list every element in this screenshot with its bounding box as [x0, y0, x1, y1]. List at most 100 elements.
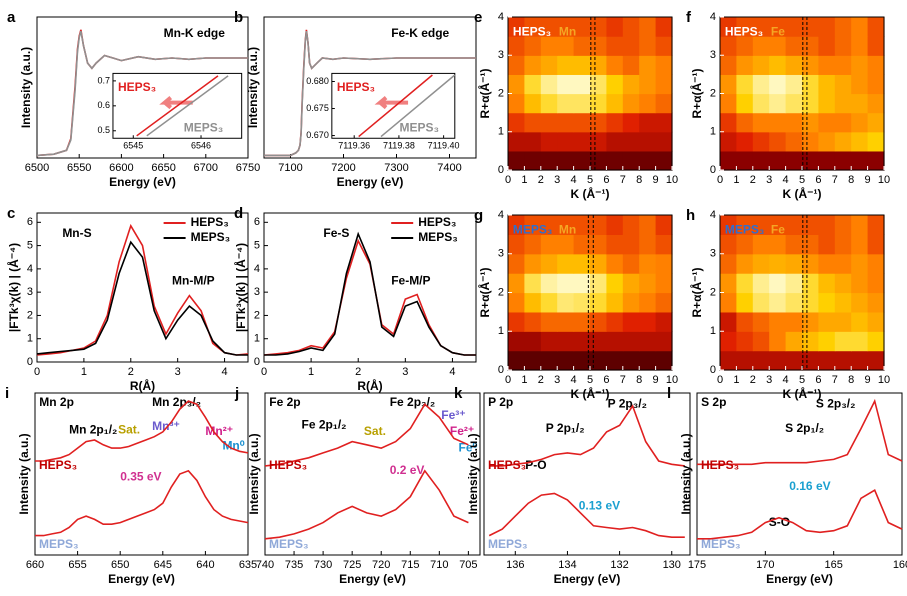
heatmap-cell: [557, 55, 575, 75]
heatmap-cell: [867, 311, 885, 332]
heatmap-cell: [590, 331, 607, 352]
heatmap-cell: [752, 311, 770, 332]
x-tick-label: 4: [783, 374, 789, 386]
x-tick-label: 175: [688, 559, 706, 571]
heatmap-cell: [752, 112, 770, 133]
heatmap-cell: [720, 150, 737, 171]
heatmap-cell: [720, 234, 737, 255]
panel: d 0 1 2 3 4 0 1 2 3 4 5 6 R(Å) |FTk³χ(k) | (Å⁻⁴) Fe-S Fe…: [233, 205, 477, 393]
heatmap-cell: [557, 17, 575, 37]
heatmap-cell: [639, 36, 657, 56]
y-tick-label: 3: [498, 49, 504, 61]
inset-y-tick-label: 0.670: [306, 130, 329, 140]
heatmap-cell: [557, 215, 575, 235]
data-line: [36, 223, 249, 356]
heatmap-cell: [867, 350, 885, 371]
heatmap-cell: [720, 112, 737, 133]
heatmap-cell: [736, 150, 754, 171]
inset-y-tick-label: 0.5: [97, 125, 110, 135]
inset-label: MEPS₃: [399, 120, 439, 134]
heatmap-cell: [639, 253, 657, 274]
heatmap-cell: [655, 17, 673, 37]
annotation: Mn 2p₃/₂: [152, 395, 201, 409]
heatmap-cell: [540, 253, 558, 274]
panel: i 660 655 650 645 640 635 Energy (eV) Intensity …: [5, 385, 257, 586]
x-axis-label: K (Å⁻¹): [783, 186, 822, 201]
inset-label: HEPS₃: [337, 80, 375, 94]
x-tick-label: 5: [587, 374, 593, 386]
y-tick-label: 0: [498, 364, 504, 376]
heatmap-cell: [785, 150, 803, 171]
heatmap-cell: [606, 74, 624, 95]
heatmap-cell: [590, 55, 607, 75]
annotation: P 2p: [488, 395, 513, 409]
x-tick-label: 165: [824, 559, 842, 571]
annotation: Mn: [559, 223, 576, 237]
y-tick-label: 0: [498, 164, 504, 176]
annotation: Mn: [559, 24, 576, 38]
heatmap-cell: [573, 93, 591, 114]
x-tick-label: 136: [506, 559, 524, 571]
heatmap-cell: [802, 55, 819, 75]
heatmap-cell: [785, 36, 803, 56]
heatmap-cell: [540, 131, 558, 152]
data-line: [264, 231, 476, 356]
heatmap-cell: [867, 131, 885, 152]
x-tick-label: 9: [653, 374, 659, 386]
y-axis-label: Intensity (a.u.): [247, 433, 261, 514]
heatmap-cell: [769, 350, 787, 371]
heatmap-cell: [524, 93, 542, 114]
heatmap-cell: [540, 93, 558, 114]
heatmap-cell: [720, 350, 737, 371]
inset-frame: [331, 72, 456, 139]
heatmap-cell: [655, 273, 673, 294]
heatmap-cell: [769, 292, 787, 313]
heatmap-cell: [524, 350, 542, 371]
y-tick-label: 3: [254, 286, 260, 298]
heatmap-cell: [606, 55, 624, 75]
heatmap-cell: [720, 36, 737, 56]
heatmap-cell: [590, 350, 607, 371]
y-tick-label: 2: [27, 309, 33, 321]
inset-label: HEPS₃: [118, 80, 156, 94]
heatmap-cell: [867, 253, 885, 274]
heatmap-cell: [639, 93, 657, 114]
x-tick-label: 5: [799, 174, 805, 186]
heatmap-cell: [622, 131, 640, 152]
annotation: Fe⁰: [459, 440, 478, 454]
inset-x-tick-label: 6546: [191, 141, 211, 151]
x-tick-label: 0: [261, 366, 267, 378]
annotation: S 2p₃/₂: [816, 397, 856, 411]
heatmap-cell: [834, 292, 852, 313]
axes-frame: [36, 212, 249, 363]
x-tick-label: 7200: [331, 162, 355, 174]
heatmap-cell: [834, 331, 852, 352]
x-tick-label: 10: [878, 174, 890, 186]
x-tick-label: 3: [766, 374, 772, 386]
heatmap-cell: [655, 292, 673, 313]
heatmap-cell: [655, 253, 673, 274]
panel-label: g: [474, 207, 483, 224]
heatmap-cell: [573, 311, 591, 332]
heatmap-cell: [639, 234, 657, 255]
x-tick-label: 5: [587, 174, 593, 186]
y-tick-label: 0: [27, 356, 33, 368]
heatmap-cell: [785, 17, 803, 37]
heatmap-cell: [573, 55, 591, 75]
heatmap-cell: [606, 234, 624, 255]
inset-y-tick-label: 0.680: [306, 76, 329, 86]
x-axis-label: R(Å): [130, 378, 155, 393]
x-tick-label: 2: [128, 366, 134, 378]
heatmap-cell: [834, 215, 852, 235]
heatmap-cell: [736, 93, 754, 114]
heatmap-cell: [720, 215, 737, 235]
x-tick-label: 2: [750, 174, 756, 186]
heatmap-cell: [508, 253, 525, 274]
heatmap-cell: [834, 112, 852, 133]
heatmap-cell: [752, 36, 770, 56]
x-tick-label: 8: [848, 174, 854, 186]
y-tick-label: 4: [254, 263, 260, 275]
heatmap-cell: [802, 311, 819, 332]
annotation: 0.35 eV: [120, 469, 161, 483]
